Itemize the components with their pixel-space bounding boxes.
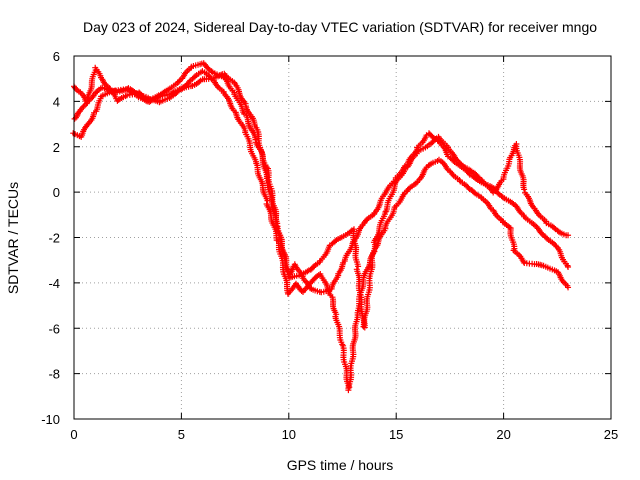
data-point (156, 93, 163, 100)
x-tick-label: 25 (604, 427, 618, 442)
y-tick-label: -10 (41, 412, 60, 427)
y-tick-label: -6 (48, 321, 60, 336)
data-point (339, 341, 346, 348)
y-tick-label: -2 (48, 231, 60, 246)
data-point (565, 263, 572, 270)
data-point (355, 263, 362, 270)
data-point (360, 323, 367, 330)
data-point (565, 284, 572, 291)
x-tick-label: 0 (70, 427, 77, 442)
data-series (70, 60, 572, 394)
x-tick-label: 15 (389, 427, 403, 442)
y-tick-label: 0 (53, 185, 60, 200)
series-track-3 (70, 70, 572, 331)
data-point (208, 68, 215, 75)
y-tick-label: 4 (53, 94, 60, 109)
y-tick-label: 2 (53, 140, 60, 155)
chart-title: Day 023 of 2024, Sidereal Day-to-day VTE… (83, 19, 597, 35)
axes: 0 5 10 15 20 25 -10 -8 -6 -4 -2 0 2 4 6 (41, 49, 618, 442)
data-point (520, 258, 527, 265)
data-point (93, 89, 99, 96)
y-tick-label: -4 (48, 276, 60, 291)
data-point (565, 232, 572, 239)
y-tick-label: -8 (48, 367, 60, 382)
data-point (521, 186, 528, 193)
data-point (475, 174, 482, 181)
y-axis-label: SDTVAR / TECUs (5, 182, 21, 294)
x-tick-label: 20 (496, 427, 510, 442)
y-tick-label: 6 (53, 49, 60, 64)
data-point (551, 224, 558, 231)
data-point (174, 88, 181, 95)
data-point (465, 184, 472, 191)
x-axis-label: GPS time / hours (287, 457, 394, 473)
data-point (467, 167, 474, 174)
x-tick-label: 5 (178, 427, 185, 442)
data-point (196, 78, 203, 85)
x-tick-label: 10 (282, 427, 296, 442)
